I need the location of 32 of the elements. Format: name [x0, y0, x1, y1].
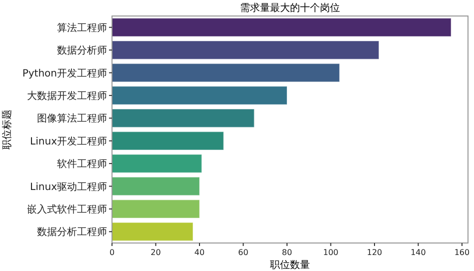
bar: [112, 154, 202, 174]
y-tick-label: Linux驱动工程师: [30, 182, 107, 193]
bar: [112, 63, 340, 82]
y-tick-label: 数据分析师: [57, 44, 107, 57]
bar: [112, 176, 200, 196]
bar: [112, 222, 194, 242]
x-tick-label: 40: [194, 248, 205, 257]
x-tick-label: 160: [454, 248, 470, 257]
bar: [112, 18, 452, 37]
bar: [112, 131, 224, 150]
y-tick-label: 软件工程师: [57, 158, 107, 170]
y-tick-label: 嵌入式软件工程师: [27, 203, 107, 216]
x-tick-label: 100: [323, 248, 338, 257]
y-tick-label: 数据分析工程师: [37, 226, 107, 238]
x-tick-label: 120: [366, 248, 382, 257]
chart-title: 需求量最大的十个岗位: [240, 2, 340, 14]
x-tick-label: 140: [410, 248, 426, 257]
y-tick-label: 算法工程师: [57, 22, 107, 34]
bar: [112, 108, 255, 128]
x-tick-label: 20: [150, 248, 161, 257]
bar: [112, 199, 200, 218]
x-axis-title: 职位数量: [270, 259, 310, 271]
x-tick-label: 60: [238, 248, 248, 257]
x-tick-label: 0: [109, 248, 115, 257]
y-tick-label: 图像算法工程师: [37, 112, 107, 125]
y-tick-label: 大数据开发工程师: [27, 90, 107, 102]
y-tick-label: Linux开发工程师: [30, 136, 107, 148]
y-tick-label: Python开发工程师: [22, 68, 107, 80]
bar: [112, 86, 288, 105]
bar: [112, 40, 380, 60]
y-axis-title: 职位标题: [1, 110, 13, 150]
x-tick-label: 80: [282, 248, 292, 257]
